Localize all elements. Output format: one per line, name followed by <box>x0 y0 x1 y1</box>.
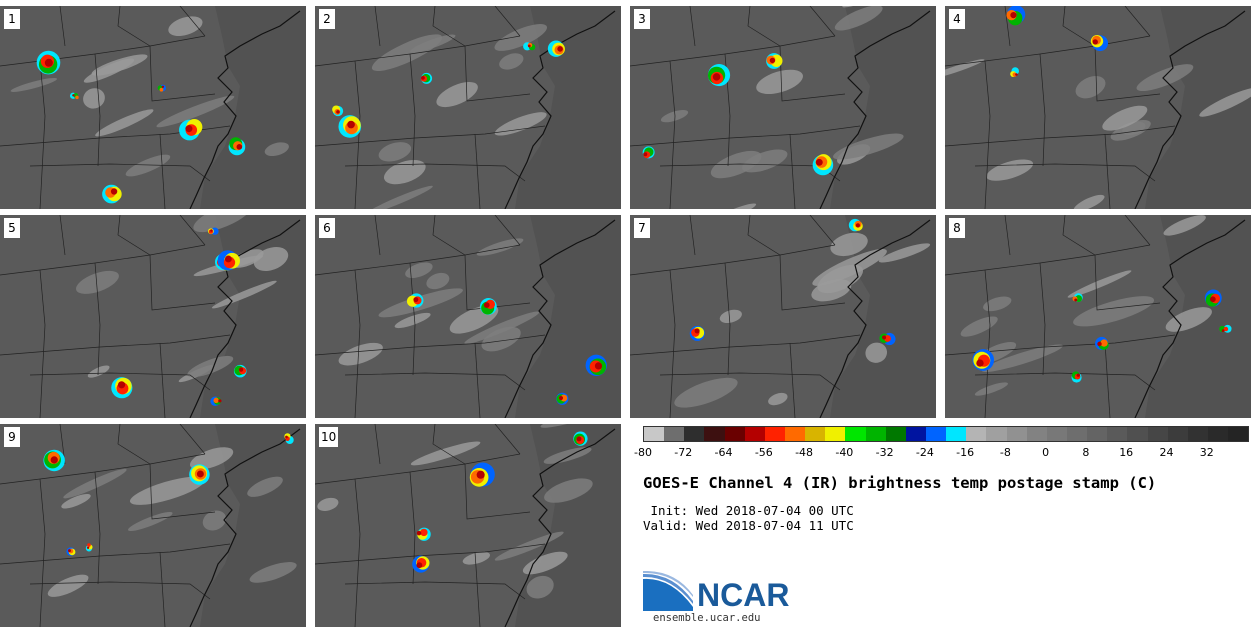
satellite-map <box>315 6 621 209</box>
colorbar-swatch <box>1026 427 1047 441</box>
colorbar-tick: -48 <box>795 446 814 459</box>
panel-label: 1 <box>4 9 20 29</box>
panel-label: 2 <box>319 9 335 29</box>
satellite-map <box>0 6 306 209</box>
colorbar-tick: 16 <box>1119 446 1134 459</box>
colorbar-swatch <box>885 427 906 441</box>
colorbar-tick: -64 <box>714 446 733 459</box>
panel-member-7: 7 <box>630 215 936 418</box>
colorbar-tick: 24 <box>1159 446 1174 459</box>
colorbar-swatch <box>1107 427 1128 441</box>
colorbar-tick: -72 <box>674 446 693 459</box>
satellite-map <box>630 215 936 418</box>
ncar-logo-icon <box>643 571 693 611</box>
panel-member-6: 6 <box>315 215 621 418</box>
colorbar-ticks: -80 -72 -64 -56 -48 -40 -32 -24 -16 -8 0… <box>634 446 1247 460</box>
panel-member-3: 3 <box>630 6 936 209</box>
colorbar-swatch <box>644 427 665 441</box>
panel-member-5: 5 <box>0 215 306 418</box>
colorbar-swatch <box>1066 427 1088 441</box>
satellite-map <box>0 424 306 627</box>
satellite-map <box>630 6 936 209</box>
logo-url: ensemble.ucar.edu <box>653 612 761 624</box>
colorbar-swatch <box>966 427 987 441</box>
colorbar-swatch <box>1087 427 1108 441</box>
panel-label: 7 <box>634 218 650 238</box>
colorbar-swatch <box>724 427 745 441</box>
colorbar-tick: -32 <box>875 446 894 459</box>
colorbar-swatch <box>744 427 765 441</box>
colorbar-tick: 8 <box>1082 446 1090 459</box>
init-time: Init: Wed 2018-07-04 00 UTC <box>643 503 854 518</box>
panel-member-9: 9 <box>0 424 306 627</box>
colorbar-swatch <box>946 427 967 441</box>
colorbar-tick: -16 <box>956 446 975 459</box>
panel-label: 5 <box>4 218 20 238</box>
satellite-map <box>0 215 306 418</box>
colorbar-tick: -56 <box>754 446 773 459</box>
colorbar-swatch <box>865 427 886 441</box>
colorbar-swatch <box>1046 427 1067 441</box>
colorbar-swatch <box>925 427 947 441</box>
colorbar-tick: -40 <box>835 446 854 459</box>
colorbar-swatch <box>684 427 705 441</box>
satellite-map <box>945 215 1251 418</box>
colorbar-swatch <box>905 427 926 441</box>
colorbar-swatch <box>1147 427 1168 441</box>
colorbar-swatch <box>664 427 685 441</box>
colorbar-tick: -80 <box>634 446 652 459</box>
panel-member-8: 8 <box>945 215 1251 418</box>
panel-label: 3 <box>634 9 650 29</box>
colorbar-swatch <box>1167 427 1188 441</box>
figure-title: GOES-E Channel 4 (IR) brightness temp po… <box>643 474 1157 492</box>
colorbar-swatch <box>986 427 1007 441</box>
ncar-logo-text: NCAR <box>697 577 790 613</box>
panel-label: 4 <box>949 9 965 29</box>
colorbar-swatch <box>784 427 806 441</box>
panel-label: 6 <box>319 218 335 238</box>
colorbar <box>643 426 1249 442</box>
panel-member-1: 1 <box>0 6 306 209</box>
colorbar-swatch <box>1006 427 1027 441</box>
colorbar-swatch <box>704 427 725 441</box>
colorbar-tick: -24 <box>915 446 934 459</box>
panel-label: 8 <box>949 218 965 238</box>
colorbar-tick: 32 <box>1199 446 1214 459</box>
panel-member-10: 10 <box>315 424 621 627</box>
colorbar-swatch <box>1207 427 1229 441</box>
satellite-map <box>315 424 621 627</box>
colorbar-swatch <box>845 427 866 441</box>
satellite-map <box>315 215 621 418</box>
panel-label: 10 <box>319 427 339 447</box>
panel-member-4: 4 <box>945 6 1251 209</box>
panel-member-2: 2 <box>315 6 621 209</box>
colorbar-swatch <box>764 427 785 441</box>
colorbar-swatch <box>805 427 826 441</box>
colorbar-swatch <box>1187 427 1208 441</box>
colorbar-swatch <box>1228 427 1249 441</box>
colorbar-swatch <box>1127 427 1148 441</box>
satellite-map <box>945 6 1251 209</box>
colorbar-tick: 0 <box>1042 446 1050 459</box>
colorbar-swatch <box>825 427 846 441</box>
panel-label: 9 <box>4 427 20 447</box>
valid-time: Valid: Wed 2018-07-04 11 UTC <box>643 518 854 533</box>
colorbar-tick: -8 <box>999 446 1011 459</box>
